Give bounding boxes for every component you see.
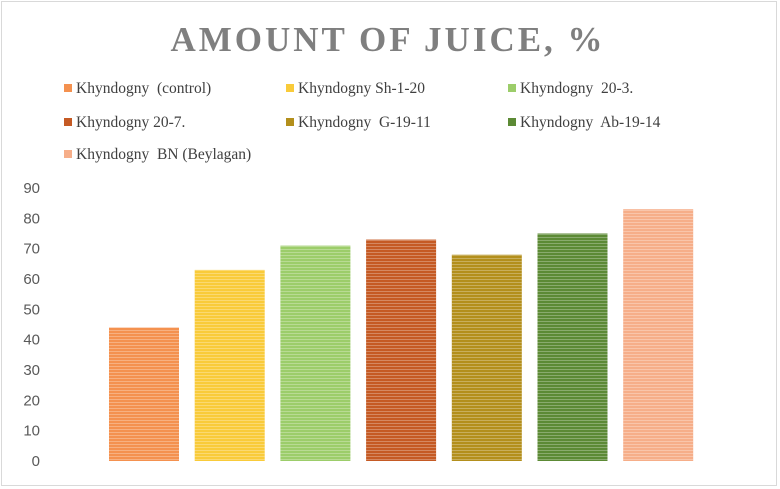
legend-label: Khyndogny G-19-11 xyxy=(298,114,431,131)
legend-item: Khyndogny BN (Beylagan) xyxy=(64,146,251,164)
legend-swatch xyxy=(64,150,72,158)
y-tick-label: 20 xyxy=(23,392,40,409)
legend-item: Khyndogny Sh-1-20 xyxy=(286,80,425,98)
legend-label: Khyndogny Sh-1-20 xyxy=(298,80,426,97)
legend-label: Khyndogny (control) xyxy=(76,80,212,97)
y-tick-label: 70 xyxy=(23,241,40,258)
bar-texture xyxy=(194,269,265,461)
bar-texture xyxy=(451,254,522,461)
y-tick-label: 30 xyxy=(23,362,40,379)
legend-swatch xyxy=(508,118,516,126)
legend-item: Khyndogny Ab-19-14 xyxy=(508,114,660,132)
legend-item: Khyndogny (control) xyxy=(64,80,211,98)
legend-swatch xyxy=(286,84,294,92)
legend-swatch xyxy=(64,118,72,126)
legend-swatch xyxy=(508,84,516,92)
legend-item: Khyndogny 20-7. xyxy=(64,114,185,132)
y-tick-label: 0 xyxy=(32,453,40,470)
bar-texture xyxy=(280,245,351,461)
bar-texture xyxy=(623,209,694,461)
chart-title: AMOUNT OF JUICE, % xyxy=(170,20,606,59)
legend-label: Khyndogny 20-3. xyxy=(520,80,634,97)
legend-label: Khyndogny BN (Beylagan) xyxy=(76,146,252,163)
y-tick-label: 50 xyxy=(23,301,40,318)
legend-swatch xyxy=(64,84,72,92)
y-tick-label: 10 xyxy=(23,423,40,440)
y-tick-label: 60 xyxy=(23,271,40,288)
legend-item: Khyndogny 20-3. xyxy=(508,80,633,98)
bar-texture xyxy=(366,239,437,461)
legend-label: Khyndogny Ab-19-14 xyxy=(520,114,661,131)
y-tick-label: 90 xyxy=(23,180,40,197)
bar-texture xyxy=(109,327,179,461)
legend-swatch xyxy=(286,118,294,126)
legend-label: Khyndogny 20-7. xyxy=(76,114,186,131)
bar-texture xyxy=(537,233,608,461)
legend-item: Khyndogny G-19-11 xyxy=(286,114,431,132)
y-tick-label: 80 xyxy=(23,210,40,227)
y-tick-label: 40 xyxy=(23,332,40,349)
